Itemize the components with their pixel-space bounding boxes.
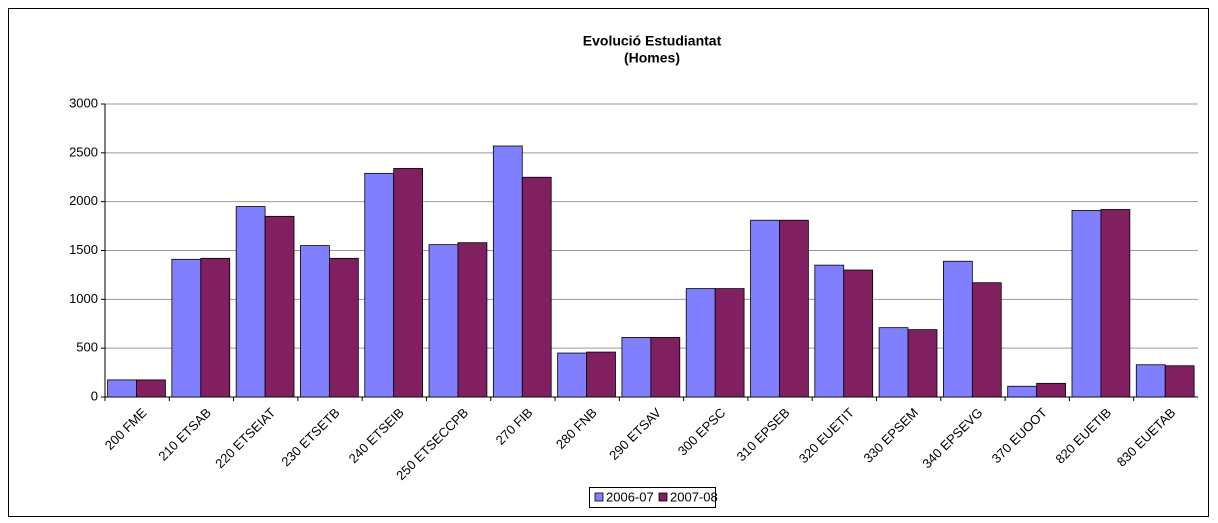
bar xyxy=(1164,365,1195,398)
bar xyxy=(235,206,266,398)
bar xyxy=(1071,210,1102,398)
chart-subtitle: (Homes) xyxy=(624,50,680,66)
y-tick-label: 1500 xyxy=(69,242,98,257)
bar xyxy=(685,288,716,398)
bar xyxy=(1007,385,1038,398)
legend-frame xyxy=(589,487,716,508)
bar xyxy=(200,257,231,398)
bar xyxy=(171,258,202,398)
bar xyxy=(557,352,587,398)
bar xyxy=(492,145,523,398)
legend-swatch xyxy=(658,492,668,502)
bar xyxy=(1135,364,1166,398)
bar xyxy=(650,337,681,398)
bar xyxy=(457,242,488,398)
bar xyxy=(428,244,459,398)
bar xyxy=(328,257,359,398)
bar xyxy=(1100,209,1131,398)
bar xyxy=(621,337,652,398)
legend-label: 2006-07 xyxy=(606,489,654,504)
bar xyxy=(300,245,330,398)
bar xyxy=(586,351,616,398)
y-tick-label: 3000 xyxy=(69,95,98,110)
bar xyxy=(264,215,295,398)
bar xyxy=(942,260,973,398)
legend-swatch xyxy=(594,492,604,502)
y-tick-label: 500 xyxy=(76,340,98,355)
bar xyxy=(779,219,809,398)
bar xyxy=(107,379,137,398)
bar xyxy=(393,168,424,398)
bar xyxy=(364,172,395,398)
bar xyxy=(907,329,938,398)
bar xyxy=(814,264,845,398)
bar xyxy=(750,219,780,398)
y-tick-label: 0 xyxy=(91,388,98,403)
y-tick-label: 1000 xyxy=(69,291,98,306)
bar xyxy=(521,176,552,398)
bar xyxy=(843,269,874,398)
bar xyxy=(1036,382,1066,398)
bar xyxy=(878,327,909,398)
bar xyxy=(971,282,1002,398)
bar xyxy=(136,379,166,398)
bar xyxy=(714,288,745,398)
chart-title: Evolució Estudiantat xyxy=(583,33,722,49)
legend-label: 2007-08 xyxy=(670,489,718,504)
y-tick-label: 2500 xyxy=(69,144,98,159)
y-tick-label: 2000 xyxy=(69,193,98,208)
